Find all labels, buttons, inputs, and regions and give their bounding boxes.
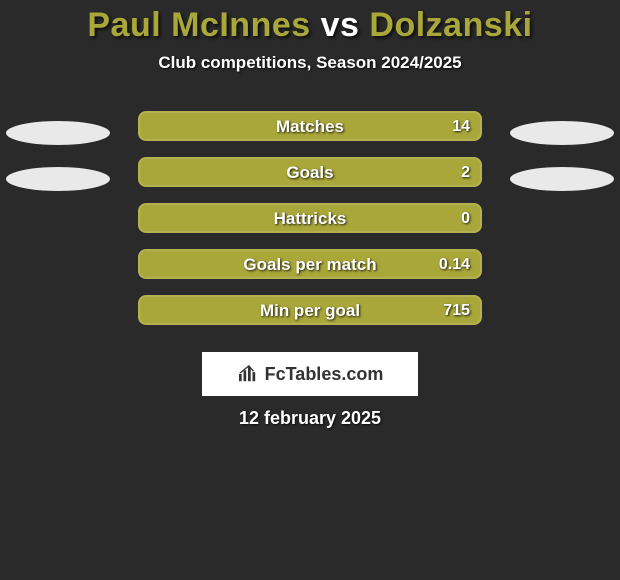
stat-label: Min per goal (140, 297, 480, 323)
stat-bar: Goals2 (138, 157, 482, 187)
stats-list: Matches14 Goals2 Hattricks0 Goals per match… (0, 109, 620, 339)
comparison-card: Paul McInnes vs Dolzanski Club competiti… (0, 0, 620, 580)
stat-row: Hattricks0 (0, 201, 620, 247)
player1-photo-placeholder (6, 167, 110, 191)
stat-value: 0 (461, 205, 470, 231)
stat-row: Goals per match0.14 (0, 247, 620, 293)
stat-bar: Matches14 (138, 111, 482, 141)
page-title: Paul McInnes vs Dolzanski (0, 0, 620, 45)
stat-value: 2 (461, 159, 470, 185)
stat-row: Matches14 (0, 109, 620, 155)
stat-value: 0.14 (439, 251, 470, 277)
vs-text: vs (321, 6, 360, 44)
stat-bar: Hattricks0 (138, 203, 482, 233)
stat-value: 715 (443, 297, 470, 323)
stat-bar: Min per goal715 (138, 295, 482, 325)
stat-row: Goals2 (0, 155, 620, 201)
stat-bar: Goals per match0.14 (138, 249, 482, 279)
stat-label: Goals per match (140, 251, 480, 277)
date-text: 12 february 2025 (0, 408, 620, 429)
stat-value: 14 (452, 113, 470, 139)
player2-name: Dolzanski (369, 6, 532, 44)
brand-logo: FcTables.com (202, 352, 418, 396)
player1-name: Paul McInnes (87, 6, 310, 44)
brand-text: FcTables.com (265, 364, 384, 385)
player2-photo-placeholder (510, 121, 614, 145)
stat-label: Goals (140, 159, 480, 185)
stat-label: Hattricks (140, 205, 480, 231)
player2-photo-placeholder (510, 167, 614, 191)
chart-icon (237, 365, 259, 383)
subtitle: Club competitions, Season 2024/2025 (0, 45, 620, 73)
player1-photo-placeholder (6, 121, 110, 145)
stat-row: Min per goal715 (0, 293, 620, 339)
stat-label: Matches (140, 113, 480, 139)
